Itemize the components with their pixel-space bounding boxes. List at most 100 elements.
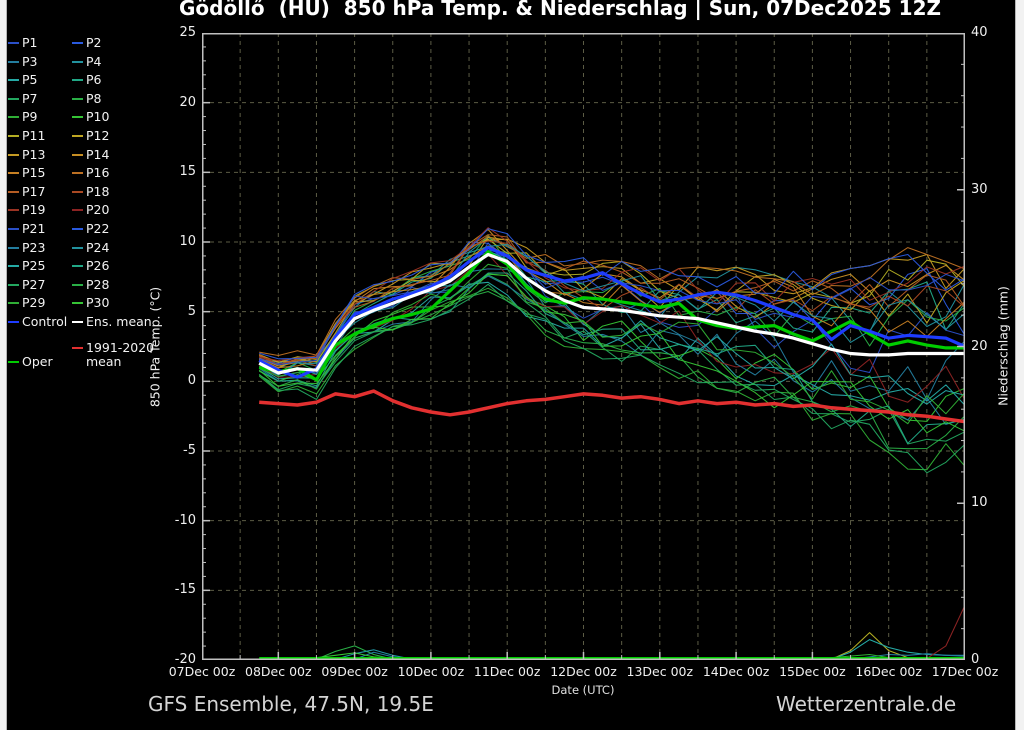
legend-color-swatch bbox=[72, 347, 83, 349]
y-right-tick-label: 10 bbox=[971, 495, 988, 511]
legend-color-swatch bbox=[72, 283, 83, 286]
y-right-tick-label: 30 bbox=[971, 181, 988, 197]
legend-label: P3 bbox=[22, 53, 38, 69]
legend-item: P12 bbox=[72, 129, 109, 143]
legend-color-swatch bbox=[72, 153, 83, 156]
legend-item: P27 bbox=[8, 276, 46, 292]
legend-item: P11 bbox=[8, 129, 45, 143]
legend-item: Ens. mean bbox=[72, 315, 152, 329]
x-tick-label: 16Dec 00z bbox=[855, 664, 922, 679]
legend-label: P12 bbox=[86, 128, 110, 143]
legend-label: P9 bbox=[22, 109, 38, 125]
legend-color-swatch bbox=[72, 42, 83, 44]
chart-title: Gödöllő (HU) 850 hPa Temp. & Niederschla… bbox=[178, 0, 942, 20]
legend-item: P29 bbox=[8, 296, 45, 310]
x-tick-label: 09Dec 00z bbox=[321, 664, 388, 679]
ensemble-member-line-P19 bbox=[259, 227, 965, 362]
ensemble-member-line-P11 bbox=[258, 238, 965, 363]
y-left-tick-label: 0 bbox=[187, 373, 196, 389]
legend-item: P25 bbox=[8, 259, 45, 273]
legend-label: P1 bbox=[22, 35, 38, 50]
ensemble-member-line-P10 bbox=[258, 273, 965, 422]
legend-color-swatch bbox=[8, 228, 19, 230]
legend-color-swatch bbox=[72, 190, 83, 193]
legend-label: P8 bbox=[86, 90, 102, 106]
legend-label: P16 bbox=[86, 165, 110, 181]
legend-item: Oper bbox=[8, 355, 53, 369]
legend-item: P9 bbox=[8, 110, 38, 124]
legend-color-swatch bbox=[8, 97, 19, 100]
legend-label: Control bbox=[22, 314, 68, 329]
ensemble-member-line-P15 bbox=[258, 245, 965, 369]
legend-color-swatch bbox=[72, 172, 83, 175]
legend-item: 1991-2020 mean bbox=[72, 341, 154, 369]
legend-item: P19 bbox=[8, 203, 45, 217]
legend-label: P26 bbox=[86, 258, 110, 274]
ensemble-member-line-P22 bbox=[259, 228, 965, 360]
ensemble-member-line-P7 bbox=[258, 274, 965, 445]
legend-label: P6 bbox=[86, 72, 102, 88]
legend-color-swatch bbox=[8, 79, 19, 82]
x-tick-label: 10Dec 00z bbox=[397, 664, 465, 679]
legend-color-swatch bbox=[8, 153, 19, 156]
legend-color-swatch bbox=[72, 97, 83, 100]
legend-color-swatch bbox=[8, 209, 19, 212]
ensemble-member-line-P16 bbox=[259, 235, 965, 357]
legend-color-swatch bbox=[8, 190, 19, 193]
legend-item: P30 bbox=[72, 296, 109, 310]
legend-color-swatch bbox=[72, 209, 83, 212]
legend-label: P17 bbox=[22, 183, 46, 199]
legend-label: P27 bbox=[22, 276, 46, 292]
legend-item: P7 bbox=[8, 90, 38, 106]
legend-color-swatch bbox=[72, 79, 83, 82]
legend-color-swatch bbox=[8, 172, 19, 175]
x-tick-label: 13Dec 00z bbox=[626, 664, 694, 679]
legend-item: P28 bbox=[72, 276, 110, 292]
ensemble-member-line-P27 bbox=[258, 283, 965, 474]
legend-label: P14 bbox=[86, 146, 110, 162]
page-border-left bbox=[0, 0, 7, 730]
legend-item: P5 bbox=[8, 73, 38, 87]
legend-label: 1991-2020 mean bbox=[86, 340, 155, 369]
legend-label: P29 bbox=[22, 295, 46, 311]
legend-label: P11 bbox=[22, 128, 46, 143]
x-tick-label: 12Dec 00z bbox=[550, 664, 617, 679]
legend-item: P13 bbox=[8, 147, 45, 162]
climate-mean-line bbox=[259, 389, 965, 424]
legend-color-swatch bbox=[72, 265, 83, 268]
legend-color-swatch bbox=[8, 42, 19, 44]
y-left-tick-label: -20 bbox=[174, 652, 196, 667]
legend-item: P23 bbox=[8, 240, 45, 255]
y-right-tick-label: 40 bbox=[971, 25, 988, 40]
legend-color-swatch bbox=[8, 116, 19, 119]
legend-item: P24 bbox=[72, 239, 110, 255]
legend-color-swatch bbox=[8, 246, 19, 249]
x-axis-title: Date (UTC) bbox=[551, 683, 615, 697]
ensemble-member-line-P14 bbox=[258, 228, 965, 367]
legend-item: P4 bbox=[72, 53, 102, 69]
x-tick-label: 17Dec 00z bbox=[931, 664, 999, 679]
legend-item: P16 bbox=[72, 166, 109, 180]
legend-item: P17 bbox=[8, 183, 46, 199]
legend-item: Control bbox=[8, 315, 67, 329]
legend-label: P15 bbox=[22, 165, 46, 181]
footer-brand: Wetterzentrale.de bbox=[776, 692, 957, 716]
legend-item: P2 bbox=[72, 36, 102, 50]
member-precip-line bbox=[850, 653, 965, 660]
meteogram-plot bbox=[202, 33, 965, 660]
member-precip-line bbox=[907, 604, 965, 660]
y-left-tick-label: -5 bbox=[183, 443, 196, 458]
legend-label: P4 bbox=[86, 53, 102, 69]
legend-label: P2 bbox=[86, 35, 102, 50]
legend-color-swatch bbox=[8, 265, 19, 268]
legend-item: P8 bbox=[72, 90, 102, 106]
legend-label: P24 bbox=[86, 239, 110, 255]
legend-label: P28 bbox=[86, 276, 110, 292]
legend-label: P7 bbox=[22, 90, 38, 106]
legend-color-swatch bbox=[8, 135, 19, 137]
legend-color-swatch bbox=[8, 361, 19, 363]
x-tick-label: 11Dec 00z bbox=[473, 664, 541, 679]
legend-label: P10 bbox=[86, 109, 110, 125]
legend-label: P19 bbox=[22, 202, 46, 218]
footer-model-info: GFS Ensemble, 47.5N, 19.5E bbox=[148, 692, 434, 716]
